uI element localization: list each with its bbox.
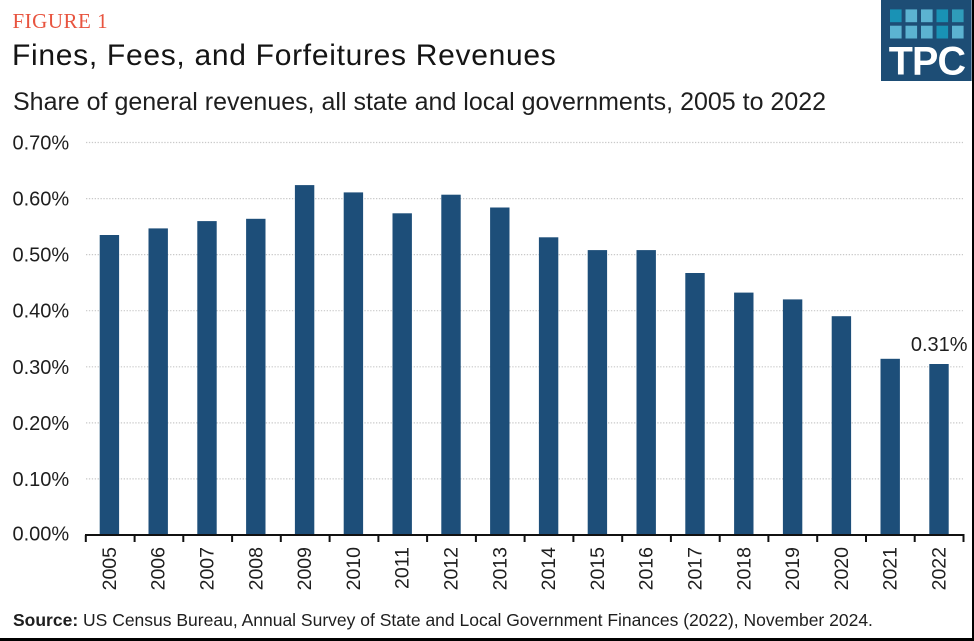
svg-text:2021: 2021 [880,547,902,590]
svg-text:2005: 2005 [99,547,121,591]
svg-text:2019: 2019 [782,547,804,590]
svg-text:0.60%: 0.60% [13,189,70,211]
svg-text:0.20%: 0.20% [13,413,70,435]
svg-text:0.31%: 0.31% [911,334,968,356]
svg-text:2011: 2011 [392,547,414,589]
svg-text:0.70%: 0.70% [13,133,70,155]
svg-text:TPC: TPC [889,40,966,84]
svg-text:0.40%: 0.40% [13,301,70,323]
svg-text:2017: 2017 [685,547,707,590]
svg-text:2013: 2013 [489,547,511,590]
svg-text:2010: 2010 [343,547,365,591]
svg-text:2008: 2008 [245,547,267,590]
svg-text:2009: 2009 [294,547,316,590]
svg-text:0.00%: 0.00% [13,524,70,546]
svg-text:2007: 2007 [197,547,219,590]
svg-text:0.10%: 0.10% [13,469,70,491]
svg-text:2020: 2020 [831,547,853,591]
svg-text:0.50%: 0.50% [13,245,70,267]
svg-text:2022: 2022 [929,547,951,590]
svg-text:2014: 2014 [538,547,560,591]
svg-text:2006: 2006 [148,547,170,590]
svg-text:2015: 2015 [587,547,609,591]
svg-text:2018: 2018 [733,547,755,590]
svg-text:2016: 2016 [636,547,658,590]
svg-text:0.30%: 0.30% [13,357,70,379]
svg-text:2012: 2012 [441,547,463,590]
